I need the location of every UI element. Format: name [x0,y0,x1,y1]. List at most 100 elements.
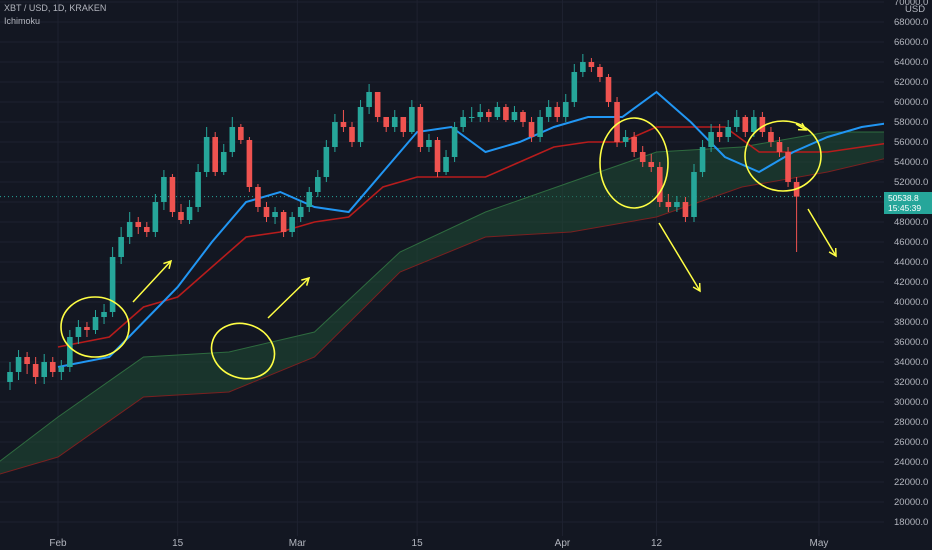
candle [528,117,535,142]
candle-body [109,257,116,312]
y-tick-label: 64000.0 [894,57,928,68]
y-tick-label: 66000.0 [894,37,928,48]
y-tick-label: 48000.0 [894,217,928,228]
y-tick-label: 56000.0 [894,137,928,148]
candle [220,144,227,175]
annotations [60,117,837,380]
candle-body [229,127,236,152]
candle [246,137,253,192]
candle-body [58,367,65,372]
candle-body [665,202,672,207]
candle [49,357,56,377]
candle [280,210,287,237]
candle-body [571,72,578,102]
candle-body [280,212,287,232]
candle [725,120,731,142]
candle-body [67,337,73,367]
candle-body [776,142,783,152]
candle-body [263,207,270,217]
candle [357,100,364,147]
candle-body [426,140,432,147]
candle-body [751,117,757,132]
candle [152,194,159,237]
candle-body [554,107,560,117]
arrow-shaft [795,123,807,131]
candle-body [255,187,261,207]
candle-body [417,107,424,147]
candle-body [391,117,398,127]
arrow-head [692,282,701,293]
candle [32,357,39,384]
candle [511,106,518,122]
candle [263,202,270,222]
candle-body [15,357,22,372]
candle-body [477,112,484,117]
annotation-circle-4 [744,120,822,192]
candle-body [349,127,355,142]
candle-body [409,107,415,132]
candle-body [486,112,492,117]
candle [605,74,612,107]
candle [400,117,407,137]
arrow-shaft [807,208,837,257]
candle [75,320,82,344]
y-axis: 18000.0 20000.0 22000.0 24000.0 26000.0 28000… [894,0,928,528]
candle [588,58,595,72]
senkou-span-b [0,150,932,475]
annotation-circle-2 [210,322,276,380]
time-scale[interactable] [0,536,932,550]
y-tick-label: 34000.0 [894,357,928,368]
candle [161,170,167,210]
candle [67,330,73,372]
candle [212,132,218,176]
arrow-head [797,122,808,131]
candle-body [49,362,56,372]
candle [15,350,22,380]
current-price-value: 50538.8 [888,193,919,203]
candle [332,114,338,152]
candle [255,184,261,212]
candle-body [212,137,218,172]
annotation-circle-3 [599,117,669,209]
candle-body [716,132,723,137]
candle-body [657,167,663,202]
candle [682,197,689,222]
x-tick-label: 12 [651,538,663,549]
candle-body [768,132,774,142]
candle [768,127,774,147]
candle [631,132,637,157]
arrow-head [828,247,837,258]
candle-body [562,102,569,117]
candle [451,122,458,162]
candle-body [186,207,193,220]
candle [468,107,475,122]
candle [426,134,432,152]
y-tick-label: 24000.0 [894,457,928,468]
candle [118,227,124,264]
price-scale[interactable] [884,0,932,536]
candle [135,217,142,234]
candle [374,92,381,122]
candle [203,127,210,177]
candle-body [315,177,321,192]
kumo-cloud [0,131,932,475]
candle-body [699,147,706,172]
candle-body [588,62,595,67]
candle [503,104,509,122]
candle-body [503,107,509,120]
candle [716,124,723,142]
candle [622,130,629,147]
candle [58,360,65,380]
candle-body [220,152,227,172]
candle-body [545,107,552,117]
candle [537,110,543,142]
candle [41,354,47,384]
candle [323,140,330,182]
kumo-fill [0,132,932,474]
candle-body [75,327,82,337]
candle [186,200,193,224]
annotation-arrow-2 [267,276,311,319]
